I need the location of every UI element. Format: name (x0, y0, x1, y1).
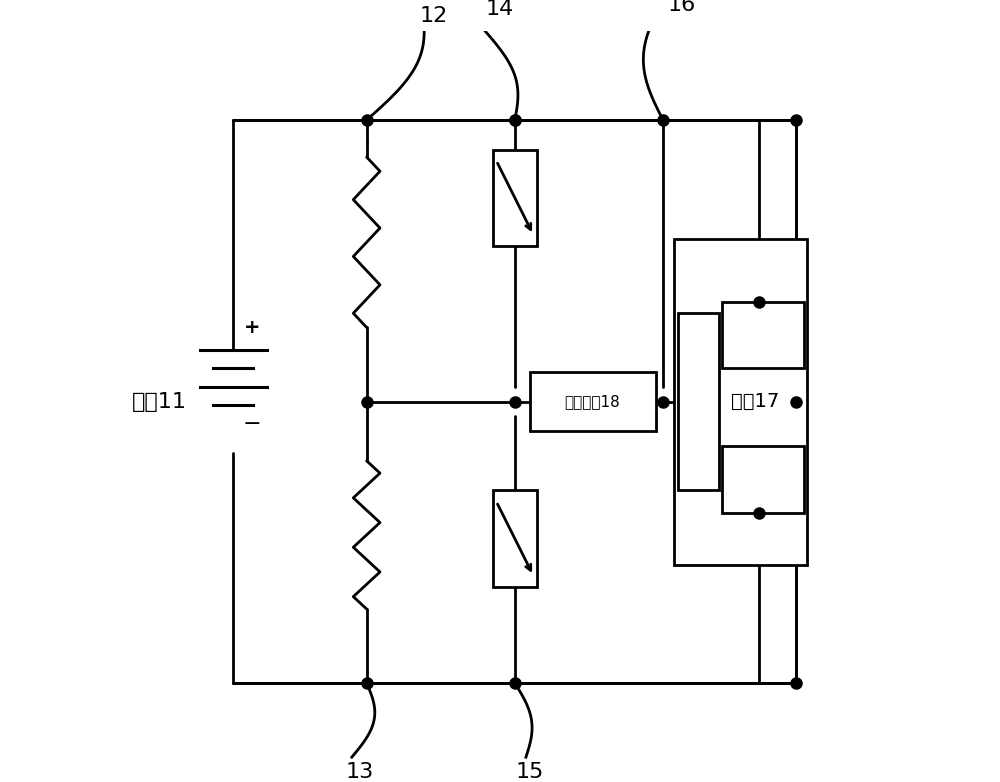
Text: 样件17: 样件17 (731, 392, 780, 411)
Bar (493, 490, 537, 586)
Bar (493, 149, 537, 246)
Text: −: − (242, 414, 261, 434)
Text: 计时开关18: 计时开关18 (565, 394, 620, 409)
Text: +: + (244, 318, 260, 337)
Text: 电源11: 电源11 (132, 392, 187, 411)
Text: 12: 12 (419, 6, 447, 27)
Bar (678, 313, 719, 490)
Bar (530, 372, 656, 431)
Text: 供电正极: 供电正极 (745, 328, 781, 343)
Text: 13: 13 (345, 762, 373, 782)
Text: 14: 14 (486, 0, 514, 19)
Text: 供电负极: 供电负极 (745, 472, 781, 487)
Text: 上
电
开
关: 上 电 开 关 (694, 368, 703, 435)
Text: 16: 16 (667, 0, 696, 15)
Bar (722, 302, 804, 368)
Bar (674, 239, 807, 565)
Text: 15: 15 (515, 762, 544, 782)
Bar (722, 446, 804, 513)
